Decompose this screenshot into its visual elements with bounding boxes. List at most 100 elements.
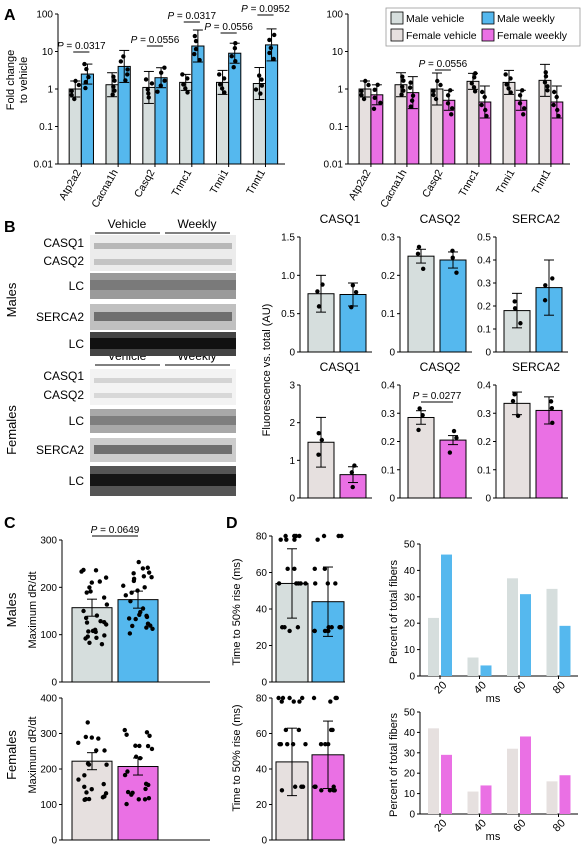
b-male-serca2-bar-0-dot-2 [512, 299, 517, 304]
panel-b-ylabel: Fluorescence vs. total (AU) [261, 304, 273, 437]
b-male-serca2-bar-1-dot-2 [550, 276, 555, 281]
d-female-hist-ytick-label-2: 20 [404, 769, 416, 780]
c-male-bar-1-dot-5 [142, 585, 147, 590]
a-male-pvalue-1-label: P = 0.0556 [131, 35, 180, 46]
b-female-casq2-ytick-label-0: 0 [389, 494, 395, 505]
a-female-Tnnt1-vehicle-dot-2 [545, 84, 550, 89]
d-male-time-bar-1-dot-2 [333, 581, 338, 586]
a-male-Tnnc1-weekly-dot-2 [192, 51, 197, 57]
b-male-casq2-bar-0-dot-2 [416, 244, 422, 250]
b-male-casq2-bar-1-dot-2 [450, 248, 455, 253]
c-male-bar-1-dot-1 [136, 559, 141, 565]
c-male-bar-0-dot-21 [103, 575, 109, 580]
d-male-time-bar-1-dot-9 [337, 625, 342, 630]
a-male-Tnni1-weekly-dot-1 [229, 54, 234, 59]
a-male-xtick-Casq2: Casq2 [132, 167, 158, 199]
a-female-pvalue-0-label: P = 0.0556 [419, 59, 468, 70]
b-male-serca2-ytick-label-2: 0.2 [477, 302, 491, 313]
a-female-Tnni1-weekly-dot-4 [521, 112, 526, 117]
d-male-hist-xtick-80: 80 [551, 679, 568, 696]
c-female-bar-0-dot-4 [102, 748, 107, 753]
a-female-Tnnc1-weekly-dot-1 [479, 102, 484, 108]
blot-label-female-lc2: LC [69, 474, 85, 488]
b-male-serca2-ytick-label-4: 0.4 [477, 256, 491, 267]
a-female-Casq2-weekly-dot-1 [445, 101, 451, 106]
panel-d-ylabel-time-female: Time to 50% rise (ms) [231, 704, 243, 811]
d-male-time-bar-1-dot-17 [326, 625, 331, 630]
b-female-casq2-ytick-label-3: 0.3 [381, 409, 395, 420]
a-female-ytick-label-2: 1 [337, 85, 343, 96]
d-male-time-bar-0-dot-5 [295, 625, 301, 630]
c-male-ytick-label-0: 0 [51, 678, 57, 689]
b-male-casq2-bar-0-dot-1 [415, 251, 421, 257]
d-male-time-ytick-label-0: 0 [261, 678, 267, 689]
c-male-bar-0-dot-24 [87, 640, 92, 645]
c-female-bar-1 [117, 766, 159, 841]
a-female-Cacna1h-vehicle-dot-3 [400, 74, 405, 79]
c-female-bar-0-dot-16 [82, 773, 87, 778]
b-male-casq1-bar-1-dot-2 [350, 283, 356, 288]
panel-a-ylabel-1: Fold change [5, 50, 17, 111]
a-male-Cacna1h-vehicle-dot-3 [111, 74, 116, 79]
c-male-bar-1-dot-21 [126, 616, 132, 621]
c-male-bar-0-dot-19 [84, 590, 89, 595]
a-female-Tnnc1-weekly-dot-3 [479, 89, 485, 95]
b-female-casq2-bar-1-dot-1 [454, 435, 459, 441]
b-male-casq1-bar-0-dot-0 [316, 304, 322, 309]
a-male-ytick-label-4: 0.01 [34, 160, 54, 171]
panel-d-ylabel-time-male: Time to 50% rise (ms) [231, 558, 243, 665]
b-male-serca2-bar-1-dot-1 [543, 283, 548, 288]
a-male-Cacna1h-weekly-dot-3 [121, 54, 126, 59]
a-female-Cacna1h-vehicle-dot-0 [401, 78, 406, 83]
d-male-time-bar-0-dot-4 [285, 566, 290, 572]
c-female-bar-1-dot-6 [147, 733, 152, 739]
d-female-time-bar-0-dot-13 [283, 727, 289, 733]
c-male-bar-1-dot-15 [129, 590, 134, 595]
a-male-Casq2-vehicle-dot-4 [146, 95, 151, 100]
row-label-females: Females [4, 405, 19, 455]
a-male-Casq2-vehicle-dot-2 [146, 91, 151, 96]
b-female-serca2-ytick-label-1: 0.1 [477, 465, 491, 476]
blot-label-male-lc1: LC [69, 279, 85, 293]
d-female-time-bar-0-dot-5 [299, 784, 304, 789]
c-female-bar-0-dot-8 [93, 748, 99, 753]
a-female-Atp2a2-weekly-dot-2 [378, 100, 383, 106]
b-female-casq2-ytick-label-2: 0.2 [381, 437, 395, 448]
a-male-bar-weekly-Tnnc1 [191, 45, 205, 165]
c-female-bar-1-dot-16 [142, 797, 148, 802]
a-female-Tnnt1-weekly-dot-3 [551, 89, 557, 95]
a-male-Tnni1-weekly-dot-3 [233, 41, 238, 46]
a-female-Tnnc1-weekly-dot-0 [482, 94, 487, 100]
d-male-time-bar-1-dot-1 [325, 581, 331, 586]
d-female-time-bar-0-dot-0 [292, 784, 298, 789]
d-female-hist-bar-female-vehicle-60 [507, 748, 518, 814]
d-male-hist-xlabel: ms [486, 693, 501, 705]
a-male-Atp2a2-vehicle-dot-2 [69, 92, 74, 98]
c-female-bar-0-dot-6 [86, 796, 92, 802]
d-male-hist-bar-male-weekly-20 [441, 554, 452, 676]
a-male-xtick-Tnnc1: Tnnc1 [169, 167, 194, 198]
a-male-Atp2a2-weekly-dot-2 [83, 79, 88, 85]
d-female-time-bar-0-dot-12 [290, 741, 296, 747]
legend-label-female-vehicle: Female vehicle [406, 30, 477, 42]
d-female-time-ytick-label-2: 40 [256, 765, 268, 776]
d-female-time-bar-1-dot-17 [331, 784, 336, 789]
a-female-Cacna1h-weekly-dot-4 [408, 104, 413, 109]
a-male-Tnnt1-vehicle-dot-3 [256, 73, 262, 78]
a-male-Tnnc1-weekly-dot-3 [192, 33, 198, 39]
c-male-bar-1-dot-6 [127, 631, 133, 636]
c-female-bar-0-dot-10 [100, 795, 106, 800]
d-female-time-ytick-label-4: 80 [256, 694, 268, 705]
c-female-bar-0-dot-9 [89, 787, 94, 792]
a-male-Tnnc1-vehicle-dot-4 [185, 90, 190, 95]
b-male-casq1-bar-1-dot-1 [353, 290, 359, 295]
d-female-time-bar-0-dot-4 [296, 727, 302, 733]
c-male-bar-1-dot-10 [150, 626, 155, 631]
b-female-casq1-bar-1-dot-1 [349, 470, 355, 475]
b-female-casq1-ytick-label-1: 1 [289, 456, 295, 467]
a-female-Tnnt1-vehicle-dot-4 [545, 88, 550, 93]
a-female-Atp2a2-vehicle-dot-0 [366, 82, 371, 88]
c-male-bar-1-dot-26 [140, 606, 146, 611]
a-female-xtick-Tnnc1: Tnnc1 [457, 167, 482, 198]
